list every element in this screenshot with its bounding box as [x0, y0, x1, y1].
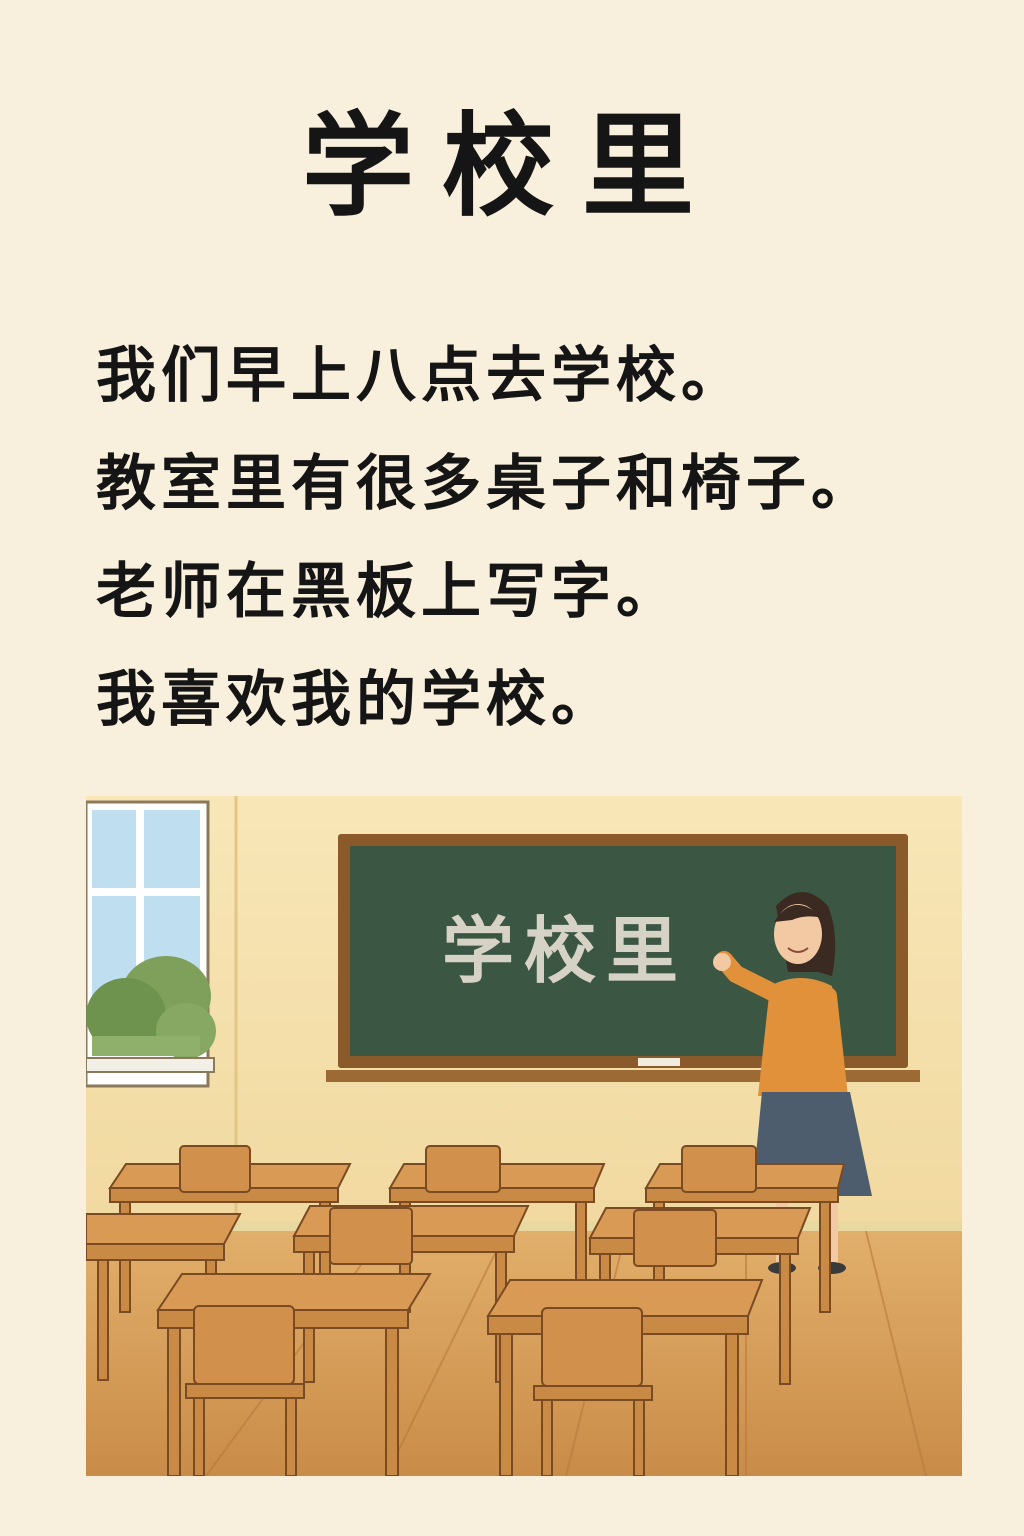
story-line-3: 老师在黑板上写字。 [96, 557, 681, 627]
story-line-2: 教室里有很多桌子和椅子。 [96, 449, 876, 519]
story-line-1: 我们早上八点去学校。 [96, 341, 746, 411]
story-text: 我们早上八点去学校。 教室里有很多桌子和椅子。 老师在黑板上写字。 我喜欢我的学… [96, 322, 1006, 754]
desks [86, 1145, 846, 1476]
blackboard-text: 学校里 [442, 908, 688, 993]
window [86, 800, 216, 1088]
story-line-4: 我喜欢我的学校。 [96, 665, 616, 735]
page-title: 学校里 [302, 101, 722, 232]
classroom-illustration: 学校里 [86, 796, 962, 1476]
